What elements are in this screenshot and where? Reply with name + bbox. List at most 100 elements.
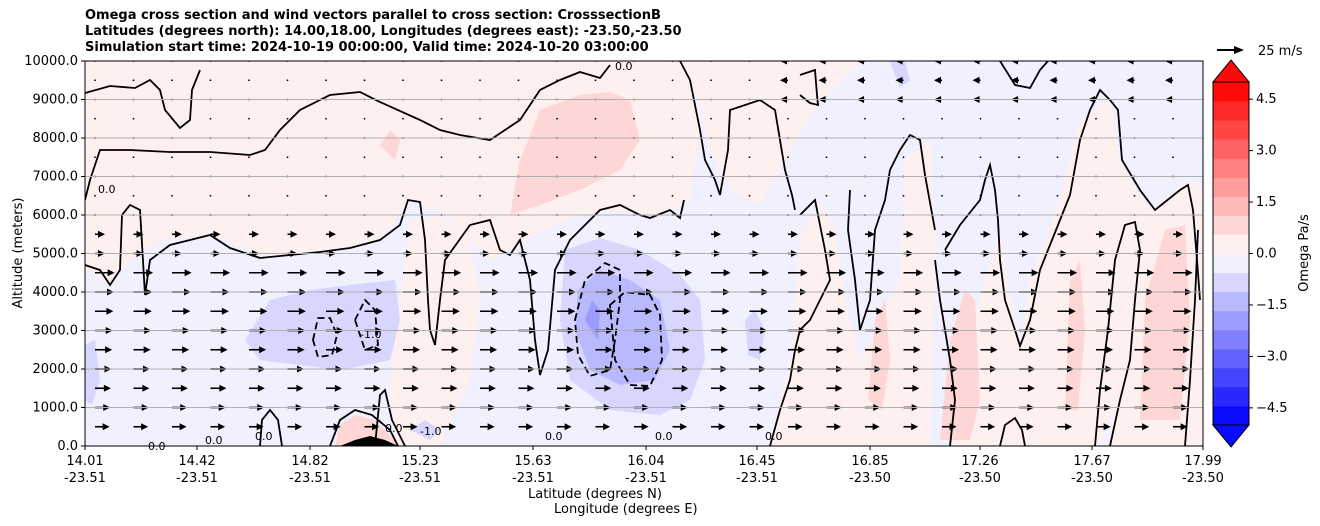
wind-vector	[826, 384, 843, 392]
wind-vector	[749, 269, 770, 277]
colorbar-extend-min	[1211, 424, 1251, 448]
y-axis-label: Altitude (meters)	[11, 198, 26, 309]
wind-vector	[1019, 346, 1037, 354]
positive-bump	[335, 415, 400, 446]
wind-vector	[1165, 61, 1173, 65]
colorbar-band	[1213, 386, 1249, 407]
wind-vector	[818, 76, 827, 84]
wind-vector	[818, 61, 827, 65]
wind-vector	[980, 269, 1001, 277]
quiver-key: 25 m/s	[1217, 44, 1303, 59]
wind-vector	[440, 194, 443, 197]
wind-vector	[287, 384, 304, 392]
wind-vector	[403, 423, 418, 431]
wind-vector	[595, 230, 606, 238]
contour-label: 0.0	[615, 60, 633, 73]
wind-vector	[132, 79, 135, 82]
x-tick-longitude: -23.51	[512, 471, 554, 486]
positive-core-5	[868, 300, 890, 410]
dashed-contour-4	[609, 291, 663, 387]
wind-vector	[1173, 346, 1191, 354]
wind-vector	[864, 194, 866, 197]
contour-label: 0.0	[255, 430, 273, 443]
colorbar-tick-label: −3.0	[1256, 349, 1288, 364]
wind-vector	[286, 156, 289, 159]
wind-vector	[594, 117, 597, 120]
x-tick-longitude: -23.51	[289, 471, 331, 486]
wind-vector	[209, 117, 212, 120]
wind-vector	[1173, 384, 1189, 392]
wind-vector	[1211, 195, 1213, 197]
wind-vector	[171, 156, 173, 159]
contour-line-top	[85, 64, 611, 201]
wind-vector	[594, 156, 597, 159]
x-tick-longitude: -23.51	[399, 471, 441, 486]
wind-vector	[749, 384, 766, 392]
wind-vector	[595, 307, 614, 315]
wind-vector	[594, 194, 597, 197]
contour-line-col-9	[1184, 229, 1199, 446]
wind-vector	[402, 117, 404, 120]
wind-vector	[133, 346, 151, 354]
contour-line-bottom-1	[259, 408, 283, 446]
wind-vector	[132, 194, 135, 197]
wind-vector	[1211, 137, 1213, 139]
wind-vector	[95, 307, 114, 315]
colorbar-band	[1213, 82, 1249, 102]
wind-vector	[171, 194, 173, 197]
y-tick-label: 6000.0	[33, 208, 79, 223]
wind-vector	[518, 384, 535, 392]
y-tick-label: 5000.0	[33, 247, 79, 262]
x-tick-latitude: 17.26	[961, 454, 998, 469]
wind-vector	[942, 384, 958, 392]
dashed-contour-3	[574, 261, 621, 378]
contour-label: 0.0	[655, 430, 673, 443]
wind-vector	[1056, 156, 1059, 159]
wind-vector	[480, 230, 490, 238]
wind-vector	[479, 79, 481, 82]
wind-vector	[941, 156, 943, 159]
wind-vector	[1019, 384, 1035, 392]
wind-vector	[903, 269, 924, 277]
y-tick-label: 2000.0	[33, 362, 79, 377]
x-tick-latitude: 14.42	[178, 454, 215, 469]
wind-vector	[209, 194, 212, 197]
wind-vector	[210, 423, 226, 431]
wind-vector	[788, 307, 807, 315]
wind-vector	[980, 423, 996, 431]
wind-vector	[1056, 194, 1059, 197]
wind-vector	[633, 194, 635, 197]
wind-vector	[557, 269, 577, 277]
colorbar-label: Omega Pa/s	[1297, 214, 1312, 292]
wind-vector	[1172, 156, 1174, 159]
wind-vector	[440, 117, 443, 120]
wind-vector	[1173, 307, 1192, 315]
wind-vector	[249, 346, 267, 354]
wind-vector	[364, 423, 380, 431]
wind-vector	[1134, 346, 1152, 354]
wind-vector	[171, 79, 173, 82]
wind-vector	[518, 269, 539, 277]
wind-vector	[287, 307, 306, 315]
wind-vector	[748, 117, 751, 120]
wind-vector	[517, 79, 520, 82]
wind-vector	[94, 194, 96, 197]
wind-vector	[480, 346, 498, 354]
wind-vector	[672, 384, 689, 392]
y-axis: 0.0 1000.0 2000.0 3000.0 4000.0 5000.0 6000.0 7…	[24, 54, 85, 454]
x-axis-label-latitude: Latitude (degrees N)	[528, 487, 662, 502]
wind-vector	[95, 230, 105, 238]
wind-vector	[711, 346, 729, 354]
wind-vector	[857, 76, 865, 84]
wind-vector	[286, 194, 289, 197]
wind-vector	[364, 230, 375, 238]
wind-vector	[480, 269, 500, 277]
wind-vector	[711, 269, 731, 277]
wind-vector	[172, 307, 191, 315]
colorbar-band	[1213, 272, 1249, 293]
wind-vector	[248, 156, 250, 159]
colorbar-tick-label: −1.5	[1256, 298, 1288, 313]
wind-vector	[325, 79, 327, 82]
x-tick-longitude: -23.50	[1071, 471, 1113, 486]
wind-vector	[1134, 269, 1155, 277]
